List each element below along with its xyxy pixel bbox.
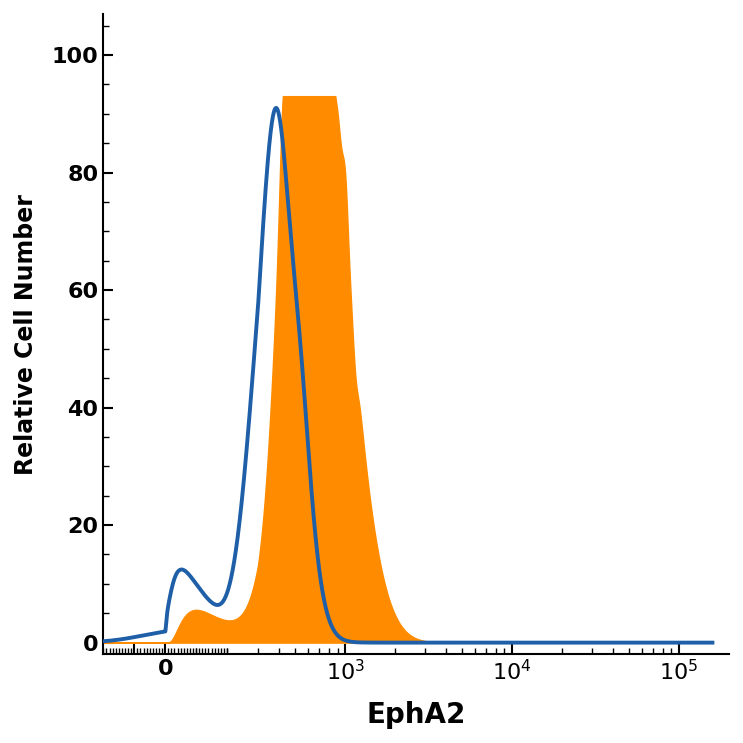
X-axis label: EphA2: EphA2: [366, 701, 466, 729]
Y-axis label: Relative Cell Number: Relative Cell Number: [14, 194, 38, 475]
